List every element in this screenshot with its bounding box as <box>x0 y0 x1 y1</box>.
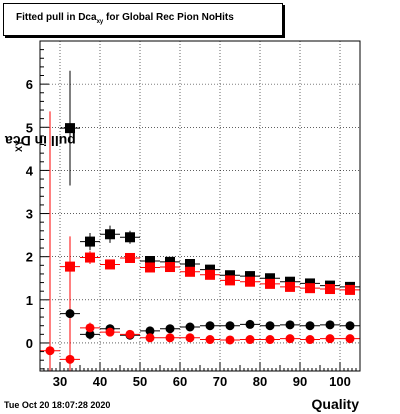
circle-marker <box>325 334 335 344</box>
y-tick-label: 1 <box>26 293 33 308</box>
circle-marker <box>305 335 315 345</box>
y-tick-label: 3 <box>26 207 33 222</box>
y-tick-label: 4 <box>26 163 34 178</box>
x-tick-label: 80 <box>253 374 267 389</box>
square-marker <box>285 281 295 292</box>
circle-marker <box>345 321 355 331</box>
square-marker <box>85 252 95 263</box>
square-marker <box>225 275 235 286</box>
timestamp: Tue Oct 20 18:07:28 2020 <box>4 400 111 410</box>
x-tick-label: 40 <box>93 374 107 389</box>
circle-marker <box>165 324 175 334</box>
y-axis-label-main: pull in Dca <box>5 133 76 150</box>
x-tick-label: 50 <box>133 374 147 389</box>
data-markers <box>45 123 355 364</box>
circle-marker <box>265 321 275 331</box>
circle-marker <box>225 321 235 331</box>
x-tick-label: 100 <box>329 374 351 389</box>
circle-marker <box>345 334 355 344</box>
x-tick-label: 70 <box>213 374 227 389</box>
chart-title: Fitted pull in Dcaxy for Global Rec Pion… <box>16 12 234 25</box>
square-marker <box>165 256 175 267</box>
circle-marker <box>105 327 115 337</box>
square-marker <box>245 276 255 287</box>
square-marker <box>225 270 235 281</box>
circle-marker <box>45 346 55 356</box>
x-axis-label: Quality <box>311 396 359 412</box>
title-subscript: xy <box>96 19 104 25</box>
square-marker <box>265 278 275 289</box>
square-marker <box>105 259 115 270</box>
circle-marker <box>145 333 155 343</box>
circle-marker <box>225 335 235 345</box>
plot-frame <box>39 40 361 372</box>
circle-marker <box>285 334 295 344</box>
square-marker <box>285 276 295 287</box>
square-marker <box>65 261 75 272</box>
y-tick-label: 5 <box>26 120 33 135</box>
square-marker <box>305 283 315 294</box>
circle-marker <box>205 321 215 331</box>
circle-marker <box>245 319 255 329</box>
x-tick-label: 60 <box>173 374 187 389</box>
y-tick-label: 2 <box>26 250 33 265</box>
circle-marker <box>85 329 95 339</box>
square-marker <box>345 284 355 295</box>
square-marker <box>325 284 335 295</box>
y-axis-label: pull in Dca XY <box>2 133 76 160</box>
circle-marker <box>185 322 195 332</box>
square-marker <box>125 232 135 243</box>
circle-marker <box>305 321 315 331</box>
square-marker <box>265 273 275 284</box>
square-marker <box>105 229 115 240</box>
square-marker <box>65 123 75 134</box>
circle-marker <box>245 335 255 345</box>
title-rest: for Global Rec Pion NoHits <box>103 12 234 23</box>
square-marker <box>245 271 255 282</box>
circle-marker <box>145 326 155 336</box>
circle-marker <box>205 335 215 345</box>
square-marker <box>205 269 215 280</box>
square-marker <box>185 266 195 277</box>
square-marker <box>185 259 195 270</box>
circle-marker <box>85 323 95 333</box>
title-main: Fitted pull in Dca <box>16 12 97 23</box>
circle-marker <box>325 320 335 330</box>
circle-marker <box>125 329 135 339</box>
square-marker <box>145 262 155 273</box>
square-marker <box>145 256 155 266</box>
circle-marker <box>65 354 75 364</box>
square-marker <box>125 252 135 263</box>
square-marker <box>85 236 95 247</box>
axis-ticks <box>39 49 361 371</box>
x-tick-label: 30 <box>53 374 67 389</box>
title-box: Fitted pull in Dcaxy for Global Rec Pion… <box>3 3 283 36</box>
circle-marker <box>65 309 75 319</box>
circle-marker <box>285 320 295 330</box>
axis-tick-labels: 30 40 50 60 70 80 90 100 0 1 2 3 4 5 6 <box>26 77 351 389</box>
square-marker <box>165 262 175 273</box>
circle-marker <box>165 333 175 343</box>
circle-marker <box>265 335 275 345</box>
circle-marker <box>185 333 195 343</box>
grid-lines <box>40 41 360 371</box>
y-tick-label: 6 <box>26 77 33 92</box>
y-tick-label: 0 <box>26 336 33 351</box>
square-marker <box>205 264 215 275</box>
x-tick-label: 90 <box>293 374 307 389</box>
